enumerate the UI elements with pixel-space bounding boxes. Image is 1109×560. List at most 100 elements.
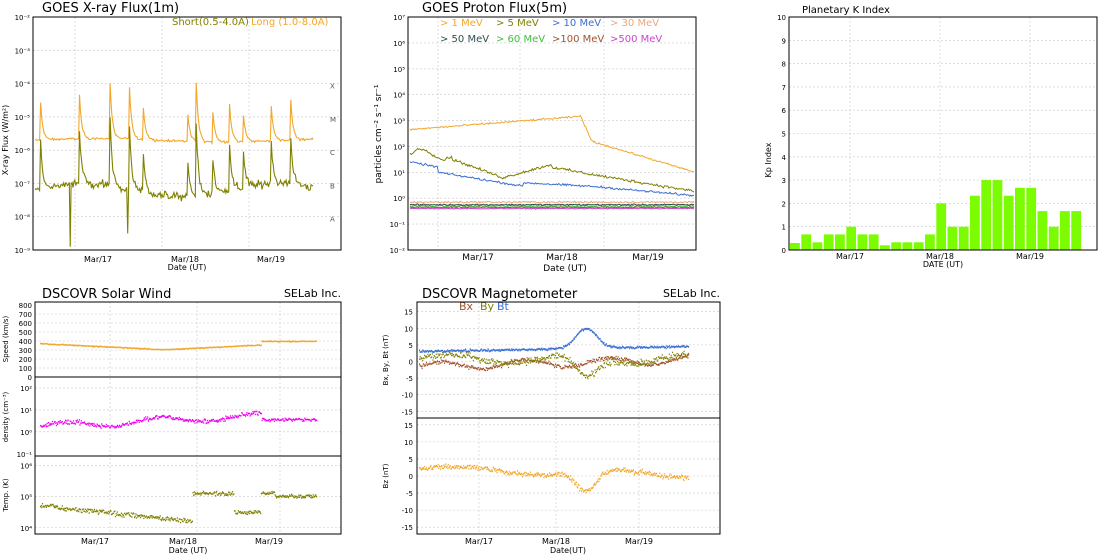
xray-date-2: Mar/19 bbox=[257, 255, 285, 264]
wind-density-tick-2: 10¹ bbox=[20, 407, 32, 415]
kp-bar-24 bbox=[1060, 211, 1070, 250]
kp-bar-19 bbox=[1003, 195, 1014, 250]
wind-speed-tick-5: 500 bbox=[19, 329, 32, 337]
mag-top-tick-3: 0 bbox=[409, 359, 413, 367]
wind-temp-label: Temp. (K) bbox=[2, 478, 10, 512]
kp-bar-2 bbox=[812, 242, 823, 250]
wind-chart: DSCOVR Solar Wind SELab Inc. 01002003004… bbox=[2, 287, 342, 555]
mag-y-ticks: -15 -15 -10 -10 -5 -5 0 0 5 5 10 10 15 15 bbox=[402, 309, 413, 533]
mag-bottom-tick-3: 0 bbox=[409, 473, 413, 481]
mag-top-tick-2: -5 bbox=[406, 375, 413, 383]
wind-brand: SELab Inc. bbox=[284, 287, 341, 300]
kp-bars bbox=[790, 180, 1082, 250]
proton-series-60 bbox=[409, 204, 695, 208]
proton-series-50 bbox=[409, 203, 695, 207]
wind-density-tick-1: 10⁰ bbox=[20, 429, 32, 437]
xray-y-ticks: 10⁻⁹ 10⁻⁸ 10⁻⁷ 10⁻⁶ 10⁻⁵ 10⁻⁴ 10⁻³ 10⁻² bbox=[15, 14, 31, 255]
proton-frame bbox=[407, 16, 697, 251]
xray-series bbox=[34, 82, 314, 247]
mag-bottom-tick-5: 10 bbox=[404, 439, 413, 447]
mag-legend-bt: Bt bbox=[497, 300, 510, 313]
kp-ytick-5: 5 bbox=[782, 131, 786, 139]
kp-x-ticks: Mar/17 Mar/18 Mar/19 bbox=[836, 252, 1044, 261]
xray-frame bbox=[32, 16, 342, 251]
mag-brand: SELab Inc. bbox=[663, 287, 720, 300]
proton-series-500 bbox=[409, 207, 695, 210]
kp-bar-17 bbox=[981, 180, 992, 250]
proton-ytick-1: 10⁻¹ bbox=[390, 221, 406, 229]
xray-title: GOES X-ray Flux(1m) bbox=[42, 1, 179, 16]
mag-top-tick-0: -15 bbox=[402, 408, 413, 416]
kp-bar-10 bbox=[902, 242, 913, 250]
proton-ytick-2: 10⁰ bbox=[393, 195, 405, 203]
kp-ytick-9: 9 bbox=[782, 37, 786, 45]
xray-ytick-5: 10⁻⁴ bbox=[15, 81, 31, 89]
xray-ytick-3: 10⁻⁶ bbox=[15, 147, 31, 155]
wind-date-0: Mar/17 bbox=[81, 537, 109, 546]
proton-series-5 bbox=[409, 147, 695, 193]
xray-ytick-7: 10⁻² bbox=[15, 14, 31, 22]
proton-date-2: Mar/19 bbox=[632, 253, 664, 263]
kp-bar-5 bbox=[846, 226, 857, 250]
proton-legend-0: > 1 MeV bbox=[440, 18, 483, 29]
xray-chart: GOES X-ray Flux(1m) Short(0.5-4.0A) Long… bbox=[1, 1, 342, 272]
kp-bar-12 bbox=[925, 234, 935, 250]
mag-top-tick-6: 15 bbox=[404, 309, 413, 317]
xray-flare-classes: A B C M X bbox=[330, 83, 336, 224]
xray-ytick-2: 10⁻⁷ bbox=[15, 180, 31, 188]
xray-xlabel: Date (UT) bbox=[168, 263, 207, 272]
kp-bar-21 bbox=[1026, 187, 1037, 250]
proton-ytick-8: 10⁶ bbox=[393, 40, 405, 48]
wind-title: DSCOVR Solar Wind bbox=[42, 287, 171, 302]
wind-frame bbox=[34, 301, 342, 535]
xray-legend-long: Long (1.0-8.0A) bbox=[251, 17, 329, 28]
kp-bar-0 bbox=[790, 243, 800, 250]
wind-density-tick-3: 10² bbox=[20, 385, 32, 393]
wind-speed-tick-3: 300 bbox=[19, 347, 32, 355]
proton-date-0: Mar/17 bbox=[462, 253, 493, 263]
proton-x-ticks: Mar/17 Mar/18 Mar/19 bbox=[462, 253, 664, 263]
kp-bar-22 bbox=[1037, 211, 1048, 250]
proton-legend-7: >500 MeV bbox=[610, 34, 662, 45]
kp-bar-18 bbox=[992, 180, 1003, 250]
wind-speed-tick-7: 700 bbox=[19, 311, 32, 319]
proton-legend-1: > 5 MeV bbox=[496, 18, 539, 29]
kp-bar-25 bbox=[1071, 211, 1082, 250]
proton-ytick-0: 10⁻² bbox=[390, 247, 406, 255]
proton-y-ticks: 10⁻² 10⁻¹ 10⁰ 10¹ 10² 10³ 10⁴ 10⁵ 10⁶ 10⁷ bbox=[390, 14, 406, 255]
kp-ytick-1: 1 bbox=[782, 224, 786, 232]
xray-long-line bbox=[34, 82, 314, 146]
wind-speed-label: Speed (km/s) bbox=[2, 315, 10, 362]
kp-bar-7 bbox=[868, 234, 879, 250]
kp-bar-3 bbox=[823, 234, 834, 250]
wind-speed-tick-8: 800 bbox=[19, 302, 32, 310]
xray-ytick-1: 10⁻⁸ bbox=[15, 214, 31, 222]
wind-speed-tick-2: 200 bbox=[19, 356, 32, 364]
proton-ytick-3: 10¹ bbox=[393, 169, 405, 177]
kp-bar-13 bbox=[936, 203, 947, 250]
kp-ylabel: Kp Index bbox=[764, 142, 773, 177]
xray-ytick-0: 10⁻⁹ bbox=[15, 247, 31, 255]
mag-series bbox=[419, 327, 690, 494]
kp-xlabel: DATE (UT) bbox=[923, 260, 963, 269]
proton-grid bbox=[408, 17, 696, 250]
mag-bottom-tick-2: -5 bbox=[406, 490, 413, 498]
wind-series bbox=[40, 340, 318, 524]
kp-date-2: Mar/19 bbox=[1016, 252, 1044, 261]
mag-bt-points bbox=[419, 327, 690, 353]
kp-bar-8 bbox=[880, 245, 890, 250]
wind-speed-tick-4: 400 bbox=[19, 338, 32, 346]
wind-density-label: density (cm⁻³) bbox=[2, 391, 10, 442]
mag-top-tick-1: -10 bbox=[402, 392, 413, 400]
xray-x-ticks: Mar/17 Mar/18 Mar/19 bbox=[84, 255, 285, 264]
mag-bz-points bbox=[419, 463, 690, 494]
kp-ytick-8: 8 bbox=[782, 61, 786, 69]
proton-legend: > 1 MeV > 5 MeV > 10 MeV > 30 MeV > 50 MeV > … bbox=[440, 18, 662, 45]
wind-temp-tick-0: 10⁴ bbox=[20, 525, 32, 533]
wind-grid bbox=[35, 302, 341, 534]
wind-temp-tick-1: 10⁵ bbox=[20, 494, 32, 502]
wind-density-points bbox=[40, 410, 318, 429]
mag-top-tick-4: 5 bbox=[409, 342, 413, 350]
